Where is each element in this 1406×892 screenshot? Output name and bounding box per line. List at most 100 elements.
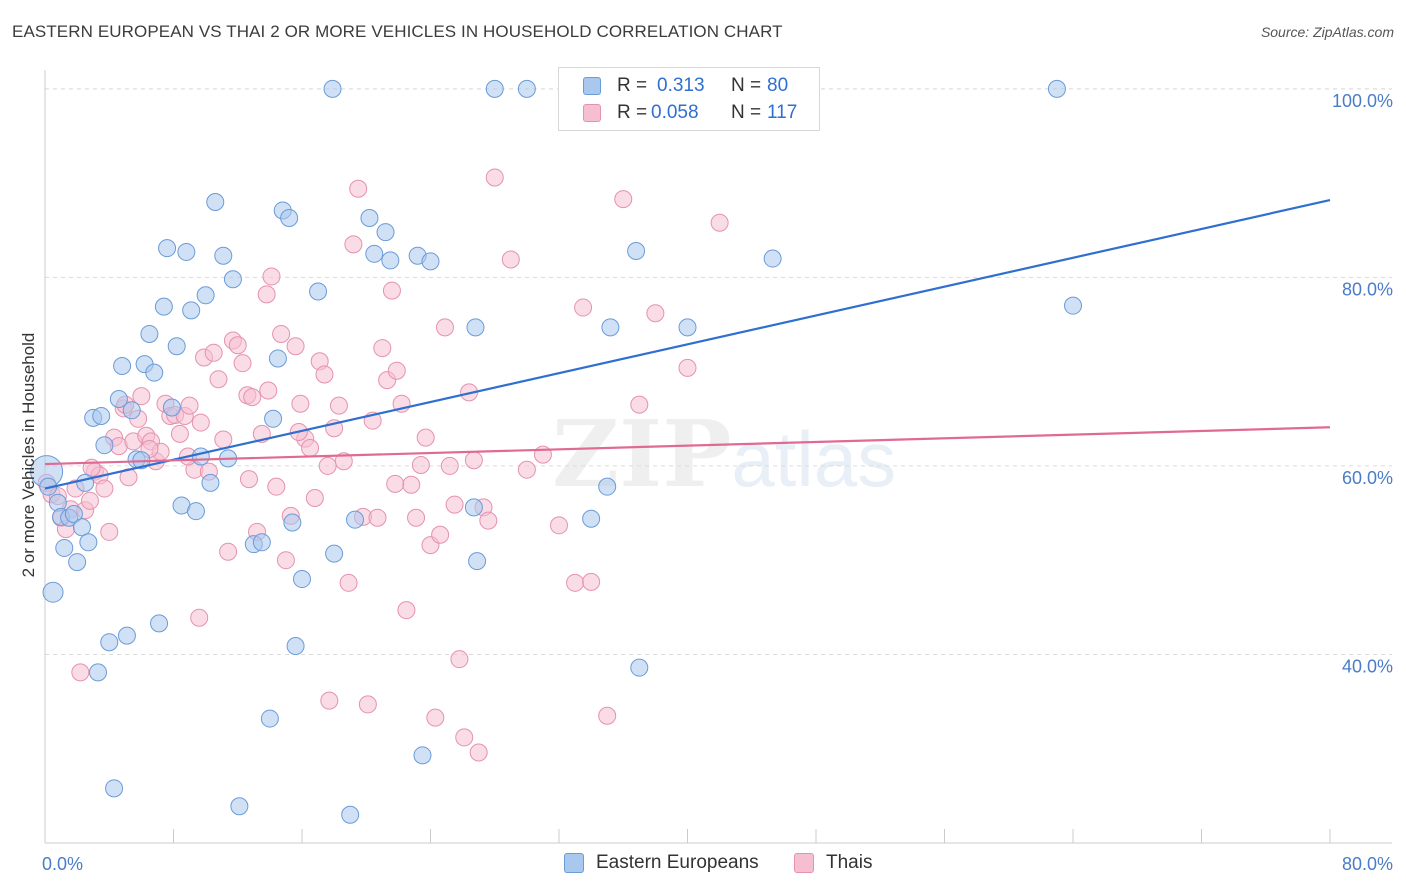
eastern-europeans-point (323, 79, 342, 98)
thais-point (80, 491, 99, 510)
eastern-europeans-point (763, 249, 782, 268)
eastern-europeans-point (517, 79, 536, 98)
thais-point (550, 516, 568, 535)
thais-point (320, 691, 339, 710)
thais-point (190, 608, 209, 627)
thais-point (387, 361, 406, 380)
legend-label: Eastern Europeans (596, 852, 759, 873)
thais-point (228, 336, 247, 355)
thais-point (678, 358, 697, 377)
y-tick-label: 100.0% (1332, 91, 1393, 111)
thais-point (646, 304, 665, 323)
eastern-europeans-point (76, 473, 95, 492)
thais-point (402, 475, 421, 494)
thais-point (358, 695, 377, 714)
eastern-europeans-point (223, 270, 242, 289)
thais-point (315, 365, 334, 384)
thais-point (214, 430, 233, 449)
thais-point (431, 525, 450, 544)
thais-point (582, 572, 601, 591)
eastern-europeans-point (72, 518, 91, 537)
legend: R = 0.313 N = 80 R = 0.058 N = 117 (558, 67, 820, 131)
eastern-europeans-point (206, 192, 225, 211)
thais-point (445, 495, 464, 514)
legend-swatch-blue (564, 853, 584, 873)
thais-point (614, 190, 633, 209)
y-axis-title: 2 or more Vehicles in Household (19, 333, 38, 578)
eastern-europeans-point (678, 318, 697, 337)
eastern-europeans-point (191, 447, 210, 466)
gridlines (45, 88, 1392, 655)
eastern-europeans-point (89, 663, 108, 682)
eastern-europeans-point (293, 570, 311, 589)
eastern-europeans-point (360, 209, 379, 228)
watermark-zip: ZIP (552, 400, 732, 508)
eastern-europeans-point (421, 252, 440, 271)
thais-point (411, 455, 430, 474)
eastern-europeans-point (177, 242, 196, 261)
eastern-europeans-point (630, 658, 649, 677)
thais-point (219, 542, 238, 561)
eastern-europeans-point (154, 297, 173, 316)
eastern-europeans-point (117, 626, 136, 645)
thais-point (239, 470, 258, 489)
thais-point (397, 601, 416, 620)
eastern-europeans-point (309, 282, 328, 301)
eastern-europeans-point (365, 244, 384, 263)
eastern-europeans-point (468, 552, 487, 571)
thais-point (382, 281, 401, 300)
thais-point (450, 650, 469, 669)
thais-point (132, 387, 151, 406)
legend-swatch-pink (794, 853, 814, 873)
eastern-europeans-points (30, 79, 1082, 824)
eastern-europeans-point (55, 538, 74, 557)
thais-point (469, 743, 488, 762)
eastern-europeans-point (464, 498, 483, 517)
eastern-europeans-point (64, 505, 83, 524)
eastern-europeans-point (230, 797, 249, 816)
thais-point (276, 551, 295, 570)
thais-point (291, 394, 310, 413)
legend-label: Thais (826, 852, 873, 873)
eastern-europeans-point (201, 473, 220, 492)
axes (44, 70, 1392, 844)
eastern-europeans-point (162, 398, 181, 417)
chart-title: EASTERN EUROPEAN VS THAI 2 OR MORE VEHIC… (12, 22, 783, 41)
eastern-europeans-point (268, 349, 287, 368)
eastern-europeans-point (167, 337, 186, 356)
thais-point (501, 250, 520, 269)
eastern-europeans-point (109, 389, 128, 408)
thais-point (455, 728, 474, 747)
thais-point (191, 413, 210, 432)
thais-point (95, 479, 114, 498)
thais-point (233, 354, 252, 373)
thais-point (204, 343, 223, 362)
eastern-europeans-point (485, 79, 504, 98)
thais-point (426, 708, 445, 727)
thais-point (209, 370, 228, 389)
eastern-europeans-point (42, 581, 64, 603)
eastern-europeans-point (341, 805, 360, 824)
thais-point (262, 267, 281, 286)
eastern-europeans-point (627, 241, 646, 260)
eastern-europeans-point (214, 246, 233, 265)
thais-point (318, 456, 337, 475)
eastern-europeans-point (68, 553, 87, 572)
legend-swatch-pink (583, 104, 601, 122)
eastern-europeans-point (182, 301, 201, 320)
thais-point (272, 324, 291, 343)
tick-labels: 40.0% 60.0% 80.0% 100.0% 0.0% 80.0% (42, 91, 1393, 874)
eastern-europeans-point (100, 633, 119, 652)
eastern-europeans-point (601, 318, 620, 337)
thais-point (257, 285, 276, 304)
eastern-europeans-point (252, 533, 271, 552)
eastern-europeans-point (196, 286, 215, 305)
watermark: ZIPatlas (552, 400, 896, 508)
thais-point (305, 488, 324, 507)
eastern-europeans-point (150, 614, 169, 633)
eastern-europeans-point (260, 709, 279, 728)
thais-point (339, 573, 358, 592)
eastern-europeans-point (280, 209, 299, 228)
thais-point (170, 424, 189, 443)
legend-r-value: 0.313 (657, 75, 705, 96)
